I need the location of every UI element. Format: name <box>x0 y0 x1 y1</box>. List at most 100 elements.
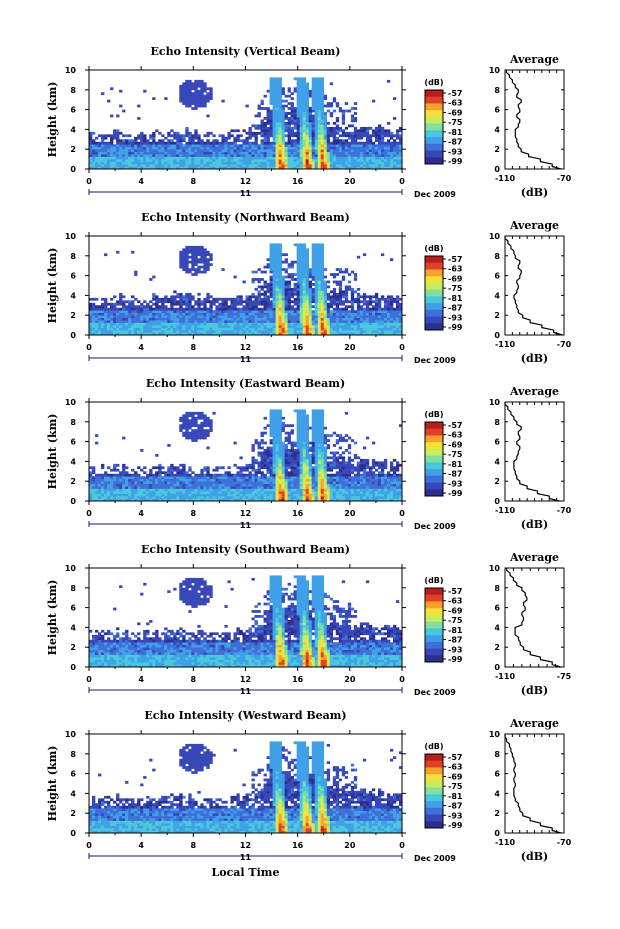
heatmap-cell <box>353 275 358 279</box>
heatmap-cell <box>398 146 403 150</box>
heatmap-cell <box>173 312 177 316</box>
heatmap-cell <box>200 493 204 497</box>
heatmap-cell <box>128 322 132 326</box>
heatmap-cell <box>335 139 340 143</box>
heatmap-cell <box>293 260 297 264</box>
heatmap-cell <box>197 431 201 435</box>
heatmap-cell <box>134 307 138 311</box>
heatmap-cell <box>122 488 126 492</box>
heatmap-cell <box>326 109 331 113</box>
heatmap-cell <box>332 287 337 291</box>
heatmap-cell <box>275 109 279 113</box>
heatmap-cell <box>335 141 340 145</box>
heatmap-cell <box>191 317 195 321</box>
heatmap-cell <box>230 307 234 311</box>
heatmap-cell <box>338 332 343 336</box>
heatmap-cell <box>377 297 382 301</box>
heatmap-cell <box>305 283 309 286</box>
heatmap-cell <box>320 275 325 279</box>
heatmap-cell <box>299 310 303 314</box>
heatmap-cell <box>293 164 297 167</box>
heatmap-cell <box>287 141 291 145</box>
heatmap-cell <box>245 310 249 314</box>
heatmap-cell <box>191 154 195 157</box>
heatmap-cell <box>344 159 349 162</box>
heatmap-cell <box>230 317 234 321</box>
heatmap-cell <box>137 141 141 145</box>
colorbar-segment <box>425 296 443 301</box>
heatmap-cell <box>239 310 243 314</box>
heatmap-cell <box>272 300 276 304</box>
heatmap-cell <box>389 307 394 311</box>
heatmap-cell <box>293 166 297 170</box>
heatmap-cell <box>110 302 114 306</box>
heatmap-cell <box>314 290 319 294</box>
heatmap-cell <box>302 124 306 128</box>
heatmap-cell <box>236 164 240 167</box>
heatmap-cell <box>272 82 276 86</box>
heatmap-cell <box>251 317 255 321</box>
heatmap-cell <box>254 139 258 143</box>
heatmap-cell <box>122 325 126 328</box>
heatmap-cell <box>320 307 325 311</box>
heatmap-cell <box>308 287 313 291</box>
heatmap-cell <box>164 486 168 489</box>
heatmap-cell <box>281 330 285 333</box>
heatmap-cell <box>326 156 331 160</box>
heatmap-cell <box>269 154 273 157</box>
heatmap-cell <box>155 307 159 311</box>
heatmap-cell <box>272 263 276 266</box>
heatmap-cell <box>200 330 204 333</box>
heatmap-cell <box>104 327 108 331</box>
heatmap-cell <box>194 491 198 494</box>
heatmap-cell <box>110 320 114 323</box>
heatmap-cell <box>179 426 183 430</box>
heatmap-cell <box>395 315 400 318</box>
heatmap-cell <box>278 112 282 115</box>
heatmap-cell <box>284 268 288 271</box>
heatmap-cell <box>257 302 261 306</box>
heatmap-cell <box>299 144 303 148</box>
heatmap-cell <box>140 315 144 318</box>
heatmap-cell <box>212 468 216 472</box>
heatmap-cell <box>146 146 150 150</box>
heatmap-cell <box>218 330 222 333</box>
heatmap-cell <box>287 149 291 152</box>
heatmap-cell <box>113 307 117 311</box>
heatmap-cell <box>179 151 183 155</box>
heatmap-cell <box>164 161 168 165</box>
heatmap-cell <box>299 126 303 130</box>
heatmap-cell <box>278 77 282 81</box>
heatmap-cell <box>125 305 129 309</box>
heatmap-cell <box>161 332 165 336</box>
heatmap-cell <box>203 424 207 428</box>
heatmap-cell <box>320 270 325 274</box>
heatmap-cell <box>209 253 213 257</box>
heatmap-cell <box>272 260 276 264</box>
heatmap-cell <box>173 290 177 294</box>
heatmap-cell <box>218 134 222 138</box>
heatmap-cell <box>242 322 246 326</box>
heatmap-cell <box>269 325 273 328</box>
heatmap-cell <box>287 134 291 138</box>
heatmap-cell <box>302 94 306 98</box>
heatmap-cell <box>179 327 183 331</box>
heatmap-cell <box>305 136 309 140</box>
heatmap-cell <box>89 139 93 143</box>
heatmap-cell <box>104 486 108 489</box>
heatmap-cell <box>92 471 96 475</box>
heatmap-cell <box>203 330 207 333</box>
heatmap-cell <box>335 117 340 120</box>
heatmap-cell <box>398 129 403 133</box>
heatmap-cell <box>206 481 210 484</box>
heatmap-cell <box>110 325 114 328</box>
heatmap-cell <box>200 164 204 167</box>
heatmap-cell <box>395 332 400 336</box>
heatmap-cell <box>260 146 264 150</box>
heatmap-cell <box>191 136 195 140</box>
heatmap-cell <box>269 310 273 314</box>
heatmap-cell <box>317 139 322 143</box>
heatmap-cell <box>335 124 340 128</box>
heatmap-cell <box>194 317 198 321</box>
heatmap-cell <box>374 322 379 326</box>
